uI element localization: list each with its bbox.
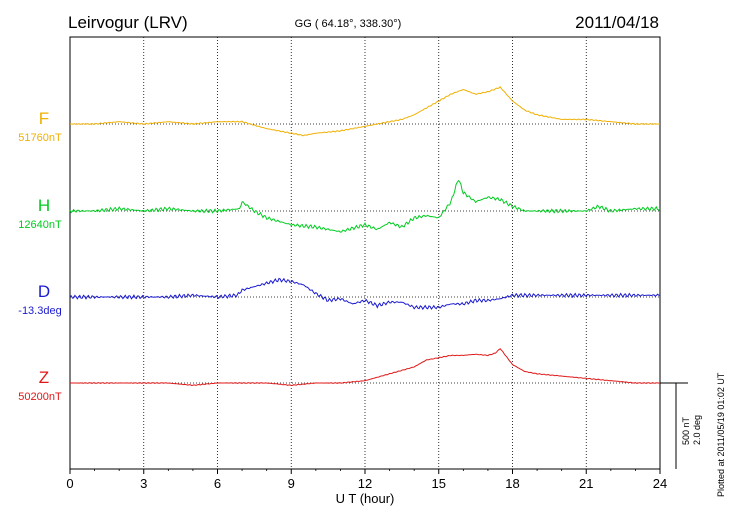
scale-nt-label: 500 nT (681, 416, 691, 445)
plotted-at-label: Plotted at 2011/05/19 01:02 UT (716, 372, 726, 497)
series-traces (69, 86, 661, 387)
series-baseline-Z: 50200nT (18, 391, 62, 403)
series-name-H: H (38, 196, 50, 215)
series-baseline-H: 12640nT (18, 219, 62, 231)
series-baseline-F: 51760nT (18, 132, 62, 144)
tick-label-21: 21 (579, 476, 593, 491)
series-labels: F 51760nT H 12640nT D -13.3deg Z 50200nT (18, 109, 62, 403)
tick-label-0: 0 (66, 476, 73, 491)
date-label: 2011/04/18 (575, 13, 659, 32)
trace-D (69, 277, 660, 311)
tick-label-3: 3 (140, 476, 147, 491)
series-baseline-D: -13.3deg (18, 305, 61, 317)
tick-label-18: 18 (505, 476, 519, 491)
series-name-D: D (38, 282, 50, 301)
tick-label-6: 6 (214, 476, 221, 491)
x-ticks: 0 3 6 9 12 15 18 21 24 (66, 469, 667, 491)
trace-H (69, 179, 661, 233)
tick-label-15: 15 (432, 476, 446, 491)
x-axis-label: U T (hour) (336, 491, 395, 506)
coords-label: GG ( 64.18°, 338.30°) (295, 18, 402, 30)
tick-label-24: 24 (653, 476, 667, 491)
series-name-Z: Z (39, 368, 49, 387)
series-name-F: F (39, 109, 49, 128)
baseline-grid (70, 123, 660, 384)
trace-Z (69, 348, 661, 387)
tick-label-12: 12 (358, 476, 372, 491)
vertical-grid (143, 37, 587, 469)
scale-deg-label: 2.0 deg (692, 415, 702, 445)
scale-bar (660, 382, 688, 469)
tick-label-9: 9 (288, 476, 295, 491)
station-title: Leirvogur (LRV) (68, 13, 188, 32)
trace-F (70, 86, 661, 137)
